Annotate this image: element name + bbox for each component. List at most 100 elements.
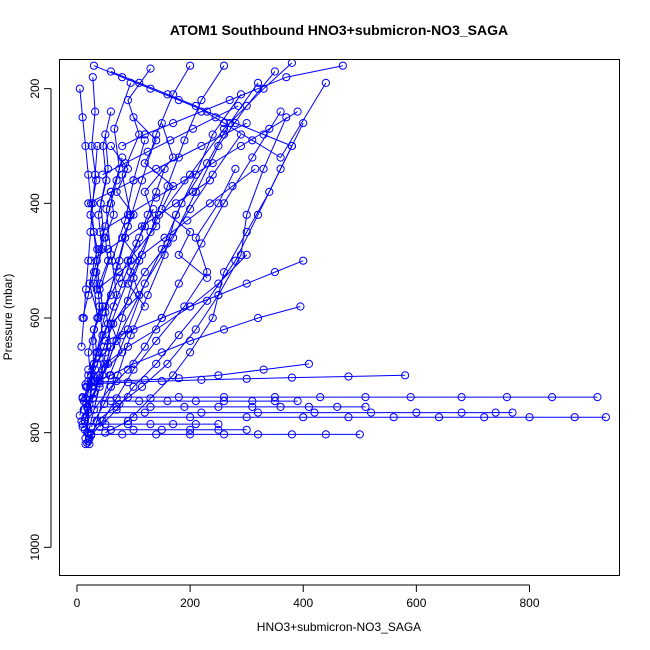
data-point	[186, 413, 195, 422]
series-line	[110, 145, 146, 307]
data-point	[434, 413, 444, 422]
data-point	[276, 107, 285, 116]
data-point	[203, 273, 212, 282]
y-tick-label: 1000	[28, 534, 42, 561]
data-point	[191, 170, 200, 179]
data-point	[129, 113, 138, 122]
data-point	[253, 408, 263, 417]
y-tick-label: 800	[28, 422, 42, 442]
data-point	[100, 399, 109, 409]
data-point	[344, 413, 353, 422]
data-series	[77, 141, 102, 351]
data-point	[95, 379, 104, 388]
data-point	[140, 279, 149, 288]
data-point	[180, 176, 189, 185]
plot-frame	[59, 59, 620, 576]
data-series	[101, 256, 308, 345]
data-point	[123, 296, 133, 305]
data-point	[601, 413, 611, 422]
data-point	[87, 199, 96, 208]
data-point	[174, 331, 183, 340]
data-point	[78, 113, 87, 122]
data-point	[163, 182, 172, 191]
data-point	[152, 325, 161, 334]
data-point	[88, 73, 97, 82]
data-point	[236, 141, 246, 151]
data-point	[166, 136, 175, 145]
data-series	[81, 431, 96, 449]
data-point	[129, 176, 138, 185]
data-point	[118, 313, 127, 323]
data-point	[169, 153, 178, 162]
data-point	[104, 164, 113, 173]
data-point	[253, 313, 263, 323]
data-point	[157, 119, 166, 128]
data-point	[171, 210, 181, 219]
data-point	[293, 107, 302, 116]
data-point	[98, 371, 107, 380]
data-point	[276, 153, 285, 162]
data-point	[361, 393, 370, 402]
data-point	[228, 182, 237, 191]
data-point	[171, 199, 181, 208]
data-point	[157, 425, 166, 434]
data-point	[180, 402, 189, 411]
data-point	[219, 119, 229, 128]
data-point	[102, 176, 111, 185]
series-line	[87, 168, 166, 376]
data-point	[242, 425, 251, 434]
data-point	[93, 245, 102, 254]
data-point	[101, 336, 110, 345]
data-point	[146, 227, 155, 237]
data-point	[92, 176, 101, 185]
data-point	[152, 130, 161, 139]
data-point	[214, 371, 223, 380]
data-point	[183, 216, 192, 225]
data-point	[84, 291, 93, 300]
data-point	[137, 222, 147, 231]
data-point	[135, 256, 144, 265]
data-point	[106, 141, 116, 151]
data-point	[491, 408, 500, 417]
data-point	[118, 430, 127, 439]
data-point	[152, 136, 161, 145]
data-series	[84, 408, 517, 417]
data-point	[80, 425, 90, 434]
data-point	[81, 380, 90, 389]
series-line	[81, 145, 98, 347]
series-line	[105, 145, 293, 434]
x-tick-label: 0	[74, 596, 81, 610]
data-point	[214, 402, 223, 411]
data-series	[95, 107, 302, 237]
y-axis: 200 400 600 800 1000	[28, 78, 52, 561]
data-series	[85, 73, 103, 323]
data-point	[92, 256, 101, 265]
x-tick-label: 800	[519, 596, 539, 610]
data-point	[80, 417, 90, 426]
data-point	[123, 256, 133, 265]
data-point	[89, 378, 99, 387]
data-point	[219, 199, 229, 208]
series-layer	[75, 60, 611, 449]
data-point	[401, 371, 410, 380]
data-point	[140, 408, 149, 417]
data-point	[112, 187, 121, 196]
data-point	[152, 193, 161, 202]
data-point	[98, 308, 107, 317]
data-point	[123, 420, 133, 429]
data-point	[123, 210, 133, 219]
data-point	[242, 210, 251, 219]
data-point	[101, 222, 110, 231]
data-point	[174, 374, 183, 383]
data-point	[174, 279, 183, 288]
data-point	[287, 141, 296, 151]
data-point	[123, 279, 133, 288]
data-point	[214, 279, 223, 288]
data-point	[211, 113, 220, 122]
data-point	[197, 96, 206, 105]
data-point	[77, 342, 86, 351]
data-point	[186, 430, 195, 439]
data-point	[88, 336, 97, 345]
data-series	[129, 113, 212, 282]
data-point	[101, 420, 110, 429]
